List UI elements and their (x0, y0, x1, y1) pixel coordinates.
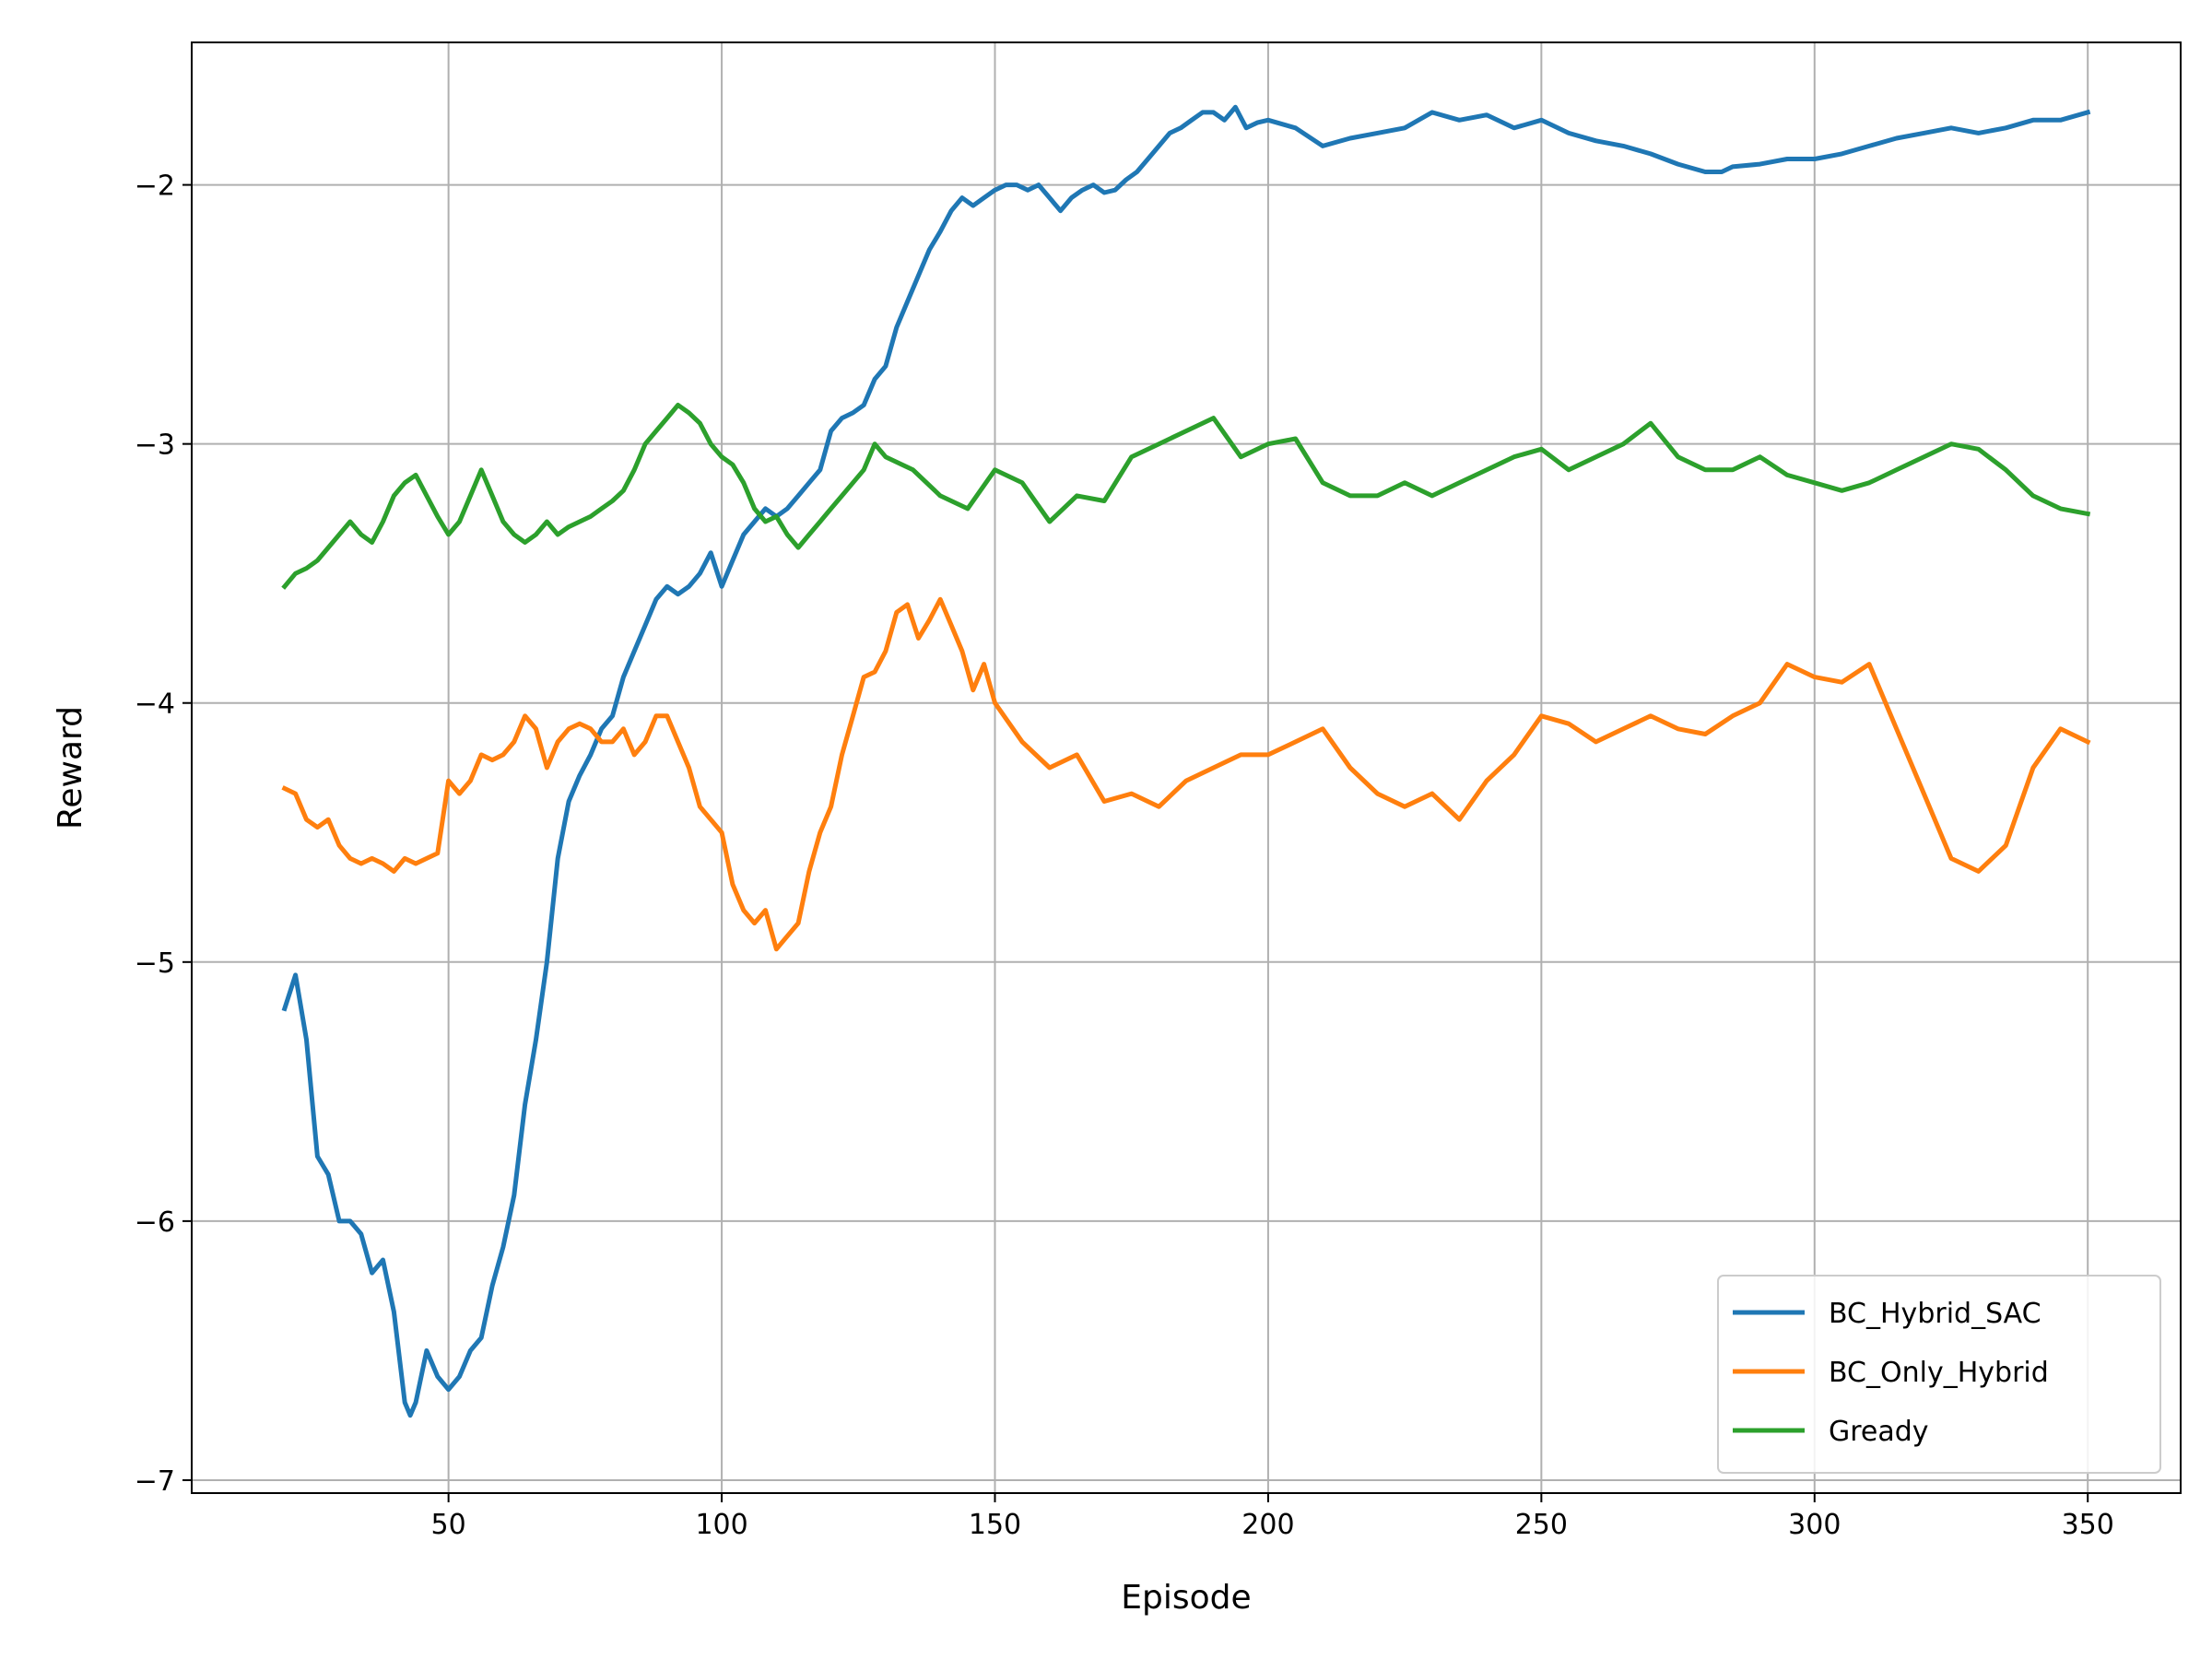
x-axis-label: Episode (1121, 1579, 1251, 1617)
axis-ticks: 50 100 150 200 250 300 350 −7 −6 −5 −4 −3 −2 (135, 171, 2114, 1541)
y-tick-label: −3 (135, 429, 175, 462)
y-tick-label: −2 (135, 171, 175, 203)
legend-label: BC_Hybrid_SAC (1829, 1298, 2041, 1330)
y-tick-label: −5 (135, 947, 175, 980)
x-tick-label: 300 (1788, 1509, 1841, 1541)
x-tick-label: 150 (969, 1509, 1021, 1541)
y-tick-label: −4 (135, 688, 175, 721)
series-line-bc-hybrid-sac (281, 104, 2091, 1418)
x-tick-label: 50 (431, 1509, 466, 1541)
y-axis-label: Reward (52, 706, 89, 830)
x-tick-label: 350 (2062, 1509, 2114, 1541)
plot-frame (191, 41, 2182, 1494)
x-tick-label: 200 (1241, 1509, 1294, 1541)
series-layer (281, 104, 2091, 1418)
grid (192, 42, 2181, 1493)
x-tick-label: 100 (695, 1509, 747, 1541)
series-line-bc-only-hybrid (281, 596, 2091, 952)
y-tick-label: −7 (135, 1465, 175, 1498)
legend-box (1717, 1275, 2161, 1474)
series-line-gready (281, 403, 2091, 590)
legend-label: BC_Only_Hybrid (1829, 1357, 2049, 1389)
y-tick-label: −6 (135, 1206, 175, 1239)
legend: BC_Hybrid_SAC BC_Only_Hybrid Gready (1717, 1275, 2161, 1474)
legend-label: Gready (1829, 1416, 1929, 1448)
x-tick-label: 250 (1515, 1509, 1568, 1541)
